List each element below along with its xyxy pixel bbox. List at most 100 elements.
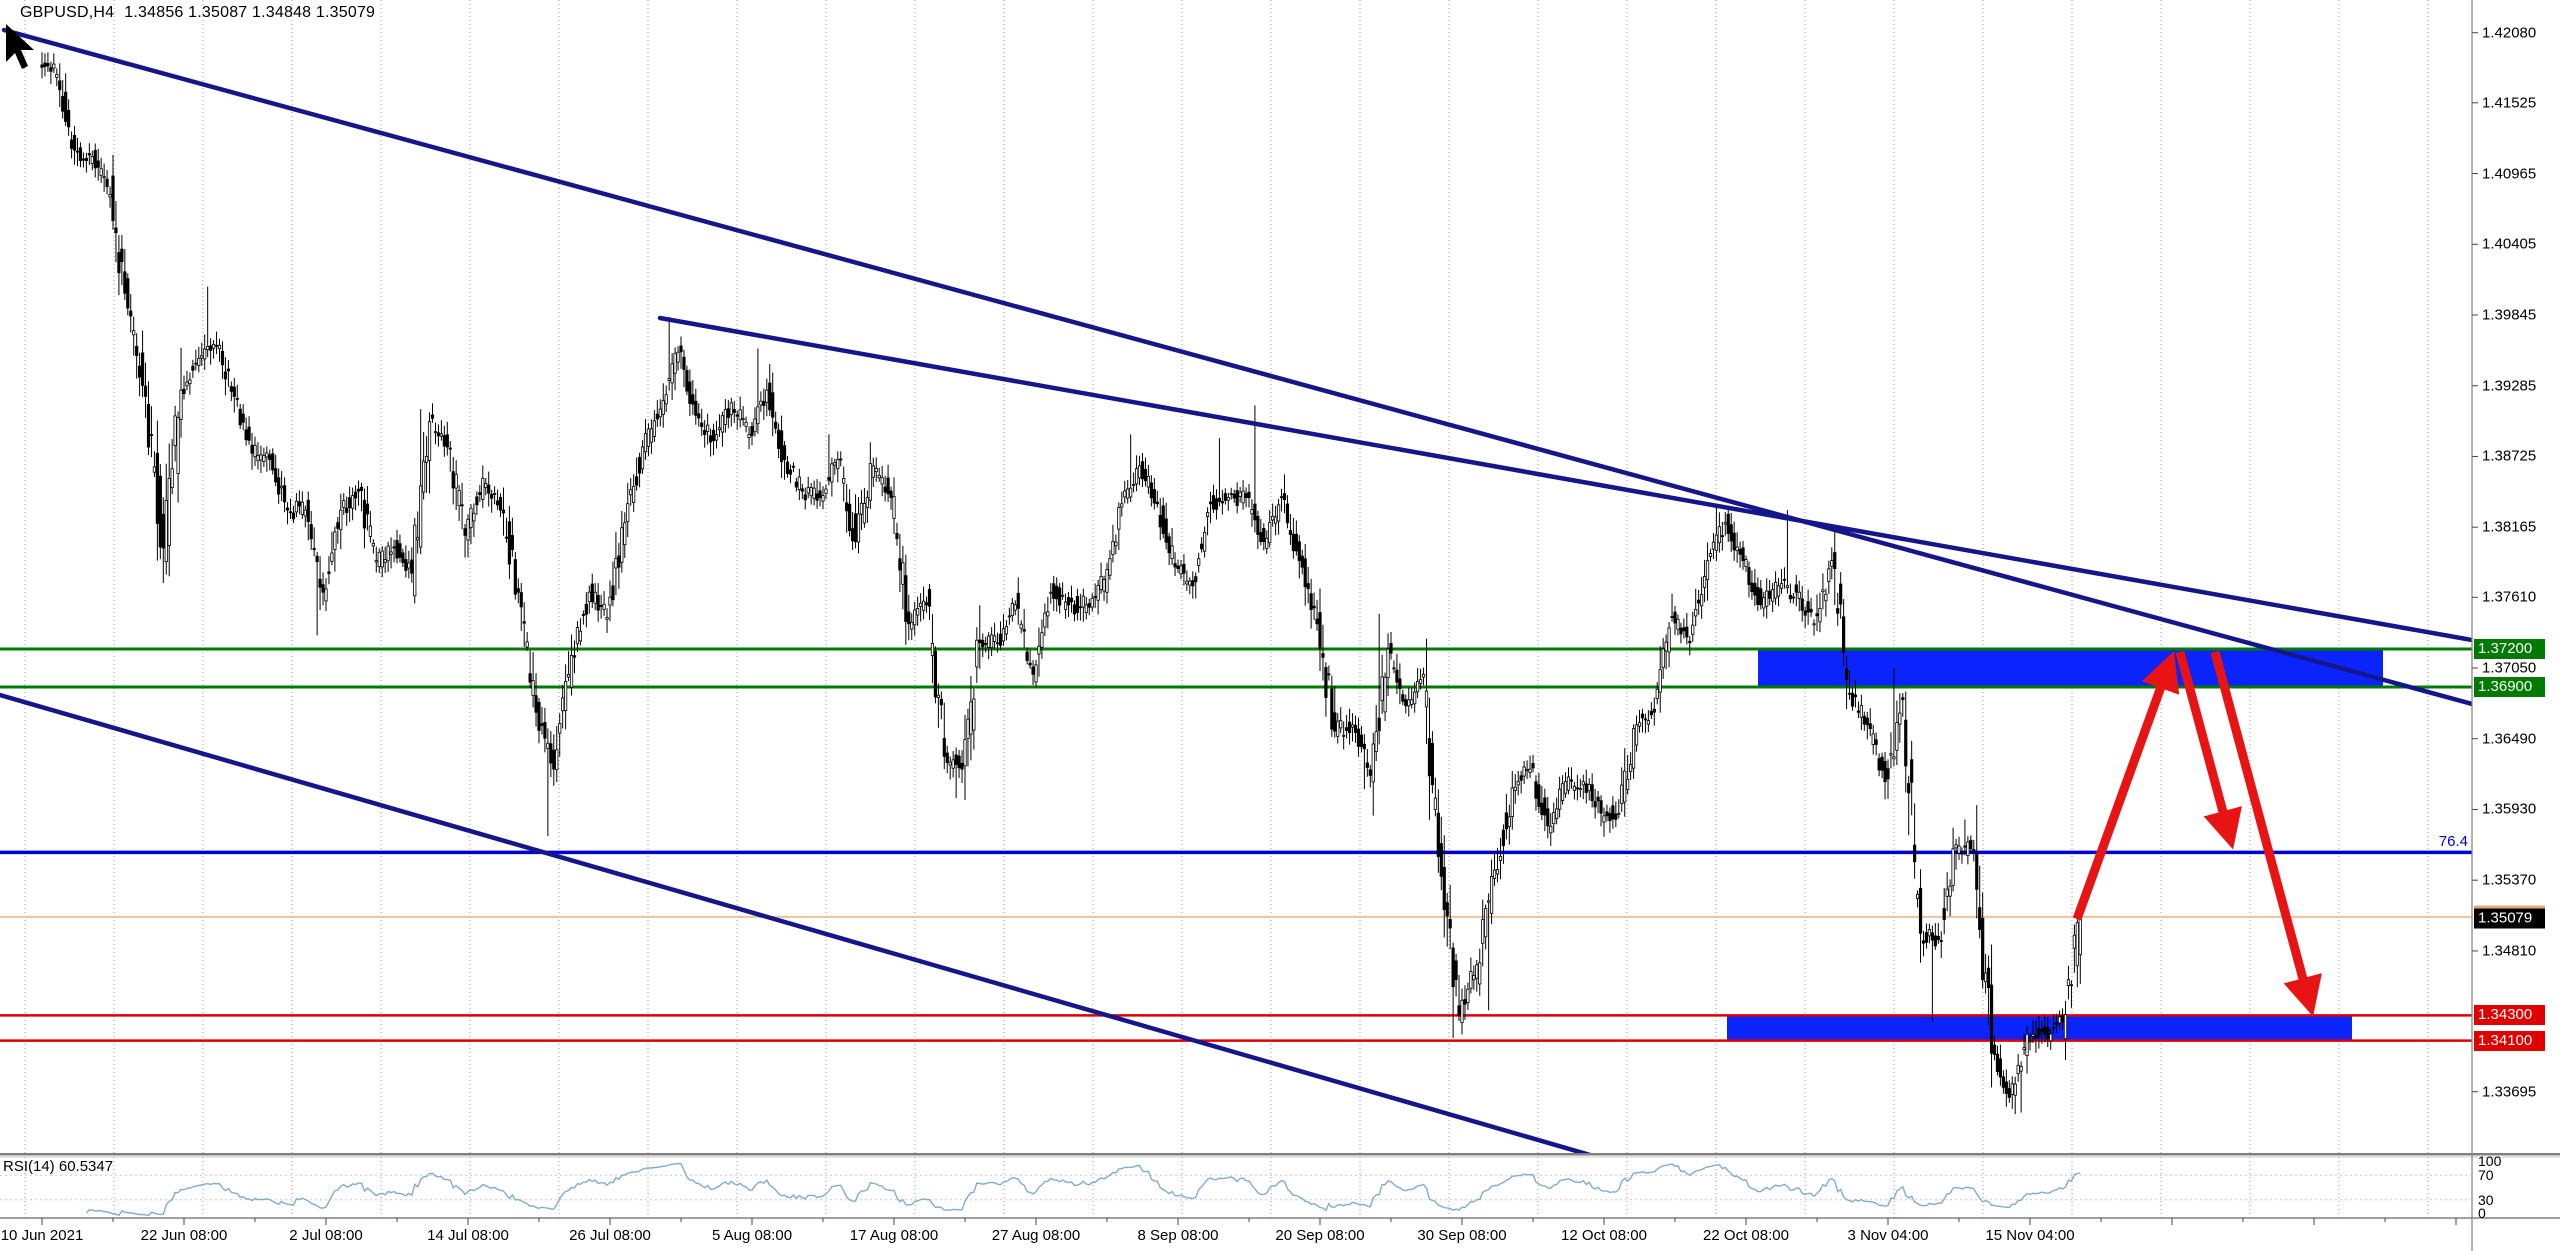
candle-body bbox=[442, 435, 446, 447]
candle-body bbox=[1806, 601, 1810, 613]
candle-body bbox=[771, 392, 775, 418]
candle-body bbox=[1416, 680, 1420, 693]
descending-trendline-lower[interactable] bbox=[0, 692, 1597, 1157]
candle-body bbox=[750, 426, 754, 436]
candle-body bbox=[685, 370, 689, 392]
candle-body bbox=[706, 424, 710, 432]
candle-body bbox=[1111, 541, 1115, 556]
candle-body bbox=[416, 537, 420, 541]
candle-body bbox=[1353, 724, 1358, 733]
candle-body bbox=[513, 559, 517, 595]
descending-trendline-minor[interactable] bbox=[657, 315, 2472, 643]
candle-body bbox=[167, 477, 171, 546]
candle-body bbox=[936, 694, 940, 698]
candle-body bbox=[963, 739, 967, 767]
candle-body bbox=[1948, 885, 1952, 897]
candle-body bbox=[2034, 1035, 2038, 1039]
candle-body bbox=[1614, 813, 1618, 820]
candle-body bbox=[495, 500, 500, 506]
candle-body bbox=[2010, 1083, 2014, 1095]
price-label-1.35079: 1.35079 bbox=[2474, 905, 2545, 929]
candle-body bbox=[954, 754, 958, 765]
candle-body bbox=[818, 490, 822, 498]
candle-body bbox=[1756, 586, 1760, 605]
time-axis-label: 3 Nov 04:00 bbox=[1847, 1227, 1929, 1244]
candle-body bbox=[1522, 766, 1526, 777]
candle-body bbox=[1001, 628, 1006, 642]
price-axis-tick-label: 1.38165 bbox=[2482, 518, 2537, 536]
candle-body bbox=[777, 429, 781, 449]
supply-zone[interactable] bbox=[1758, 649, 2383, 687]
candle-body bbox=[519, 592, 523, 608]
candle-body bbox=[1700, 594, 1704, 607]
candle-body bbox=[1850, 692, 1855, 707]
candle-body bbox=[957, 755, 961, 769]
candle-body bbox=[1836, 608, 1840, 614]
candle-body bbox=[368, 525, 372, 537]
candle-body bbox=[140, 352, 145, 386]
candle-body bbox=[1954, 844, 1958, 849]
candle-body bbox=[1939, 940, 1943, 942]
candle-body bbox=[1140, 461, 1145, 480]
candle-body bbox=[1525, 769, 1529, 772]
candle-body bbox=[359, 486, 364, 491]
main-rsi-separator[interactable] bbox=[0, 1153, 2560, 1156]
candle-body bbox=[232, 386, 236, 397]
candle-body bbox=[1915, 893, 1920, 899]
candle-body bbox=[566, 674, 571, 678]
candle-body bbox=[614, 558, 618, 569]
candle-body bbox=[490, 493, 494, 499]
candle-body bbox=[1516, 781, 1520, 786]
candle-body bbox=[1463, 999, 1467, 1005]
candle-body bbox=[1507, 816, 1511, 827]
candle-body bbox=[522, 621, 526, 624]
candle-body bbox=[2037, 1027, 2041, 1037]
candle-body bbox=[1986, 967, 1991, 989]
projection-arrow-up[interactable] bbox=[2072, 650, 2180, 921]
candle-body bbox=[1563, 781, 1568, 794]
candle-body bbox=[1510, 787, 1514, 817]
candle-body bbox=[404, 559, 408, 571]
candle-body bbox=[1016, 592, 1020, 609]
candle-body bbox=[1717, 526, 1721, 544]
projection-arrow-down-long[interactable] bbox=[2210, 650, 2322, 1017]
candle-body bbox=[1114, 541, 1118, 547]
candle-body bbox=[1288, 530, 1293, 535]
rsi-panel[interactable] bbox=[0, 1162, 2472, 1217]
candle-body bbox=[797, 476, 801, 490]
candle-body bbox=[362, 499, 367, 529]
candle-body bbox=[1732, 532, 1736, 551]
candle-body bbox=[581, 614, 585, 616]
candle-body bbox=[1324, 667, 1328, 698]
candle-body bbox=[1877, 758, 1881, 771]
candle-body bbox=[327, 571, 331, 574]
candle-body bbox=[1043, 612, 1047, 628]
candle-body bbox=[203, 348, 207, 360]
candle-body bbox=[1762, 597, 1766, 609]
candle-body bbox=[1321, 653, 1325, 658]
time-axis-label: 26 Jul 08:00 bbox=[569, 1227, 651, 1244]
descending-trendline-major[interactable] bbox=[1, 27, 2472, 707]
candle-body bbox=[643, 433, 648, 453]
candle-body bbox=[1827, 568, 1831, 582]
candle-body bbox=[1889, 753, 1893, 756]
candle-body bbox=[321, 584, 325, 593]
candle-body bbox=[1117, 506, 1121, 530]
candle-body bbox=[1599, 800, 1603, 814]
candle-body bbox=[921, 600, 926, 611]
candle-body bbox=[691, 394, 695, 405]
projection-arrow-down-short[interactable] bbox=[2175, 650, 2242, 850]
candle-body bbox=[466, 518, 470, 541]
candle-body bbox=[1995, 1053, 2000, 1072]
candle-body bbox=[1439, 843, 1443, 877]
candle-body bbox=[188, 379, 192, 385]
candle-body bbox=[1271, 515, 1275, 521]
candle-body bbox=[78, 147, 83, 161]
candle-body bbox=[306, 499, 310, 522]
candle-body bbox=[1013, 604, 1017, 611]
candle-body bbox=[374, 560, 378, 563]
candle-body bbox=[253, 444, 257, 458]
candle-body bbox=[1812, 623, 1816, 626]
